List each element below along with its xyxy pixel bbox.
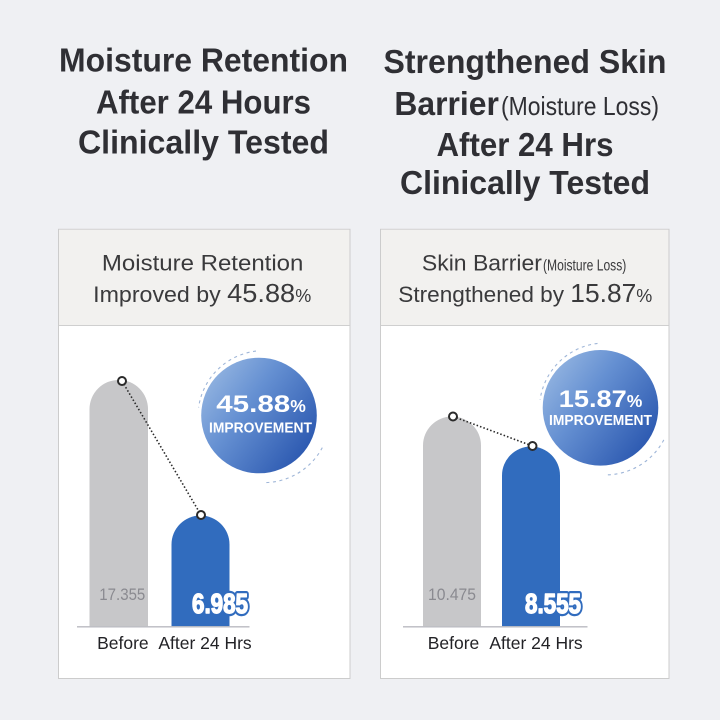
svg-text:After 24 Hours: After 24 Hours xyxy=(96,84,311,121)
svg-text:Improved by 45.88%: Improved by 45.88% xyxy=(93,278,311,308)
svg-text:IMPROVEMENT: IMPROVEMENT xyxy=(549,413,652,429)
svg-text:(Moisture Loss): (Moisture Loss) xyxy=(543,258,626,275)
svg-text:Strengthened Skin: Strengthened Skin xyxy=(384,43,667,80)
svg-text:8.555: 8.555 xyxy=(525,588,581,619)
svg-text:Before: Before xyxy=(428,633,480,653)
svg-text:8.555: 8.555 xyxy=(525,588,581,619)
svg-text:Moisture Retention: Moisture Retention xyxy=(59,42,348,79)
svg-text:6.985: 6.985 xyxy=(192,588,248,619)
svg-text:17.355: 17.355 xyxy=(99,586,145,604)
svg-text:Clinically Tested: Clinically Tested xyxy=(78,124,329,161)
svg-text:6.985: 6.985 xyxy=(192,588,248,619)
svg-text:15.87%: 15.87% xyxy=(559,386,643,413)
svg-text:10.475: 10.475 xyxy=(428,586,476,604)
svg-text:After 24 Hrs: After 24 Hrs xyxy=(437,126,614,163)
svg-text:After 24 Hrs: After 24 Hrs xyxy=(489,633,583,653)
svg-text:IMPROVEMENT: IMPROVEMENT xyxy=(209,421,312,437)
svg-text:Barrier: Barrier xyxy=(394,85,499,122)
svg-text:After 24 Hrs: After 24 Hrs xyxy=(158,633,252,653)
svg-text:Strengthened by 15.87%: Strengthened by 15.87% xyxy=(398,278,652,308)
svg-text:Skin Barrier: Skin Barrier xyxy=(422,251,542,276)
svg-text:45.88%: 45.88% xyxy=(216,391,306,418)
svg-text:Moisture Retention: Moisture Retention xyxy=(102,251,304,276)
svg-text:Before: Before xyxy=(97,633,149,653)
svg-text:Clinically Tested: Clinically Tested xyxy=(400,164,650,201)
svg-text:(Moisture Loss): (Moisture Loss) xyxy=(501,91,659,121)
